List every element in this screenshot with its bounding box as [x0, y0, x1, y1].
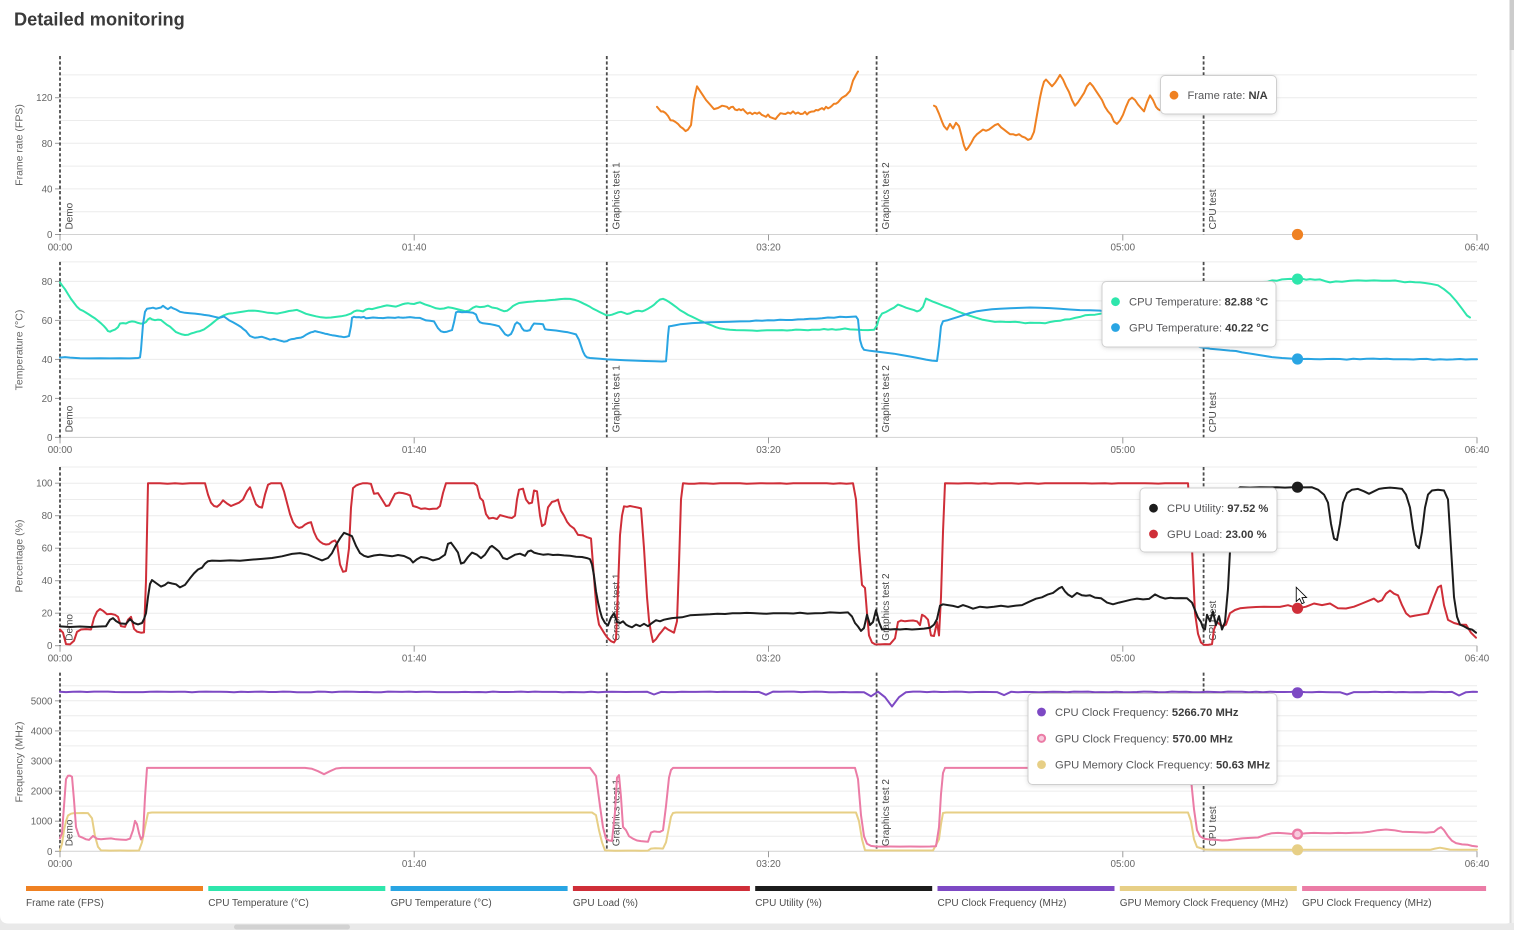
svg-text:Detailed monitoring: Detailed monitoring: [14, 10, 185, 30]
svg-text:CPU test: CPU test: [1208, 600, 1219, 640]
svg-text:CPU test: CPU test: [1208, 392, 1219, 432]
svg-text:06:40: 06:40: [1465, 242, 1490, 253]
svg-text:GPU Temperature: 40.22 °C: GPU Temperature: 40.22 °C: [1129, 323, 1269, 335]
svg-text:100: 100: [36, 479, 53, 490]
svg-text:0: 0: [47, 641, 53, 652]
svg-text:20: 20: [42, 609, 53, 620]
svg-text:GPU Temperature (°C): GPU Temperature (°C): [391, 898, 492, 909]
svg-text:01:40: 01:40: [402, 654, 427, 665]
svg-text:05:00: 05:00: [1111, 859, 1136, 870]
svg-text:120: 120: [36, 93, 53, 104]
svg-text:01:40: 01:40: [402, 445, 427, 456]
svg-text:Graphics test 2: Graphics test 2: [881, 779, 892, 847]
svg-text:00:00: 00:00: [48, 859, 73, 870]
svg-text:01:40: 01:40: [402, 242, 427, 253]
svg-text:06:40: 06:40: [1465, 859, 1490, 870]
svg-text:40: 40: [42, 355, 53, 366]
svg-text:00:00: 00:00: [48, 242, 73, 253]
svg-text:Graphics test 1: Graphics test 1: [611, 779, 622, 847]
svg-text:CPU test: CPU test: [1208, 189, 1219, 229]
svg-text:Demo: Demo: [65, 405, 76, 432]
svg-text:05:00: 05:00: [1111, 445, 1136, 456]
svg-text:CPU Clock Frequency: 5266.70 M: CPU Clock Frequency: 5266.70 MHz: [1055, 707, 1239, 719]
svg-text:60: 60: [42, 316, 53, 327]
svg-text:80: 80: [42, 277, 53, 288]
svg-text:05:00: 05:00: [1111, 242, 1136, 253]
svg-text:03:20: 03:20: [756, 859, 781, 870]
svg-text:CPU Utility (%): CPU Utility (%): [755, 898, 822, 909]
svg-text:CPU Temperature: 82.88 °C: CPU Temperature: 82.88 °C: [1129, 297, 1268, 309]
svg-text:Frame rate: N/A: Frame rate: N/A: [1188, 90, 1268, 102]
svg-text:5000: 5000: [31, 696, 53, 707]
svg-text:06:40: 06:40: [1465, 654, 1490, 665]
svg-text:40: 40: [42, 576, 53, 587]
svg-text:CPU Utility: 97.52 %: CPU Utility: 97.52 %: [1167, 503, 1268, 515]
svg-text:00:00: 00:00: [48, 445, 73, 456]
svg-text:1000: 1000: [31, 817, 53, 828]
svg-text:01:40: 01:40: [402, 859, 427, 870]
svg-text:GPU Load: 23.00 %: GPU Load: 23.00 %: [1167, 529, 1267, 541]
svg-text:Graphics test 2: Graphics test 2: [881, 573, 892, 641]
svg-text:CPU Clock Frequency (MHz): CPU Clock Frequency (MHz): [938, 898, 1067, 909]
svg-text:03:20: 03:20: [756, 242, 781, 253]
svg-text:0: 0: [47, 847, 53, 858]
svg-text:GPU Memory Clock Frequency: 50: GPU Memory Clock Frequency: 50.63 MHz: [1055, 760, 1271, 772]
svg-text:GPU Memory Clock Frequency (MH: GPU Memory Clock Frequency (MHz): [1120, 898, 1288, 909]
svg-text:60: 60: [42, 544, 53, 555]
svg-text:Frame rate (FPS): Frame rate (FPS): [26, 898, 104, 909]
svg-text:06:40: 06:40: [1465, 445, 1490, 456]
svg-text:GPU Load (%): GPU Load (%): [573, 898, 638, 909]
svg-text:Frequency (MHz): Frequency (MHz): [14, 721, 26, 802]
svg-text:3000: 3000: [31, 757, 53, 768]
svg-text:03:20: 03:20: [756, 654, 781, 665]
svg-text:2000: 2000: [31, 787, 53, 798]
svg-text:4000: 4000: [31, 726, 53, 737]
svg-text:Graphics test 2: Graphics test 2: [881, 162, 892, 230]
svg-text:GPU Clock Frequency: 570.00 MH: GPU Clock Frequency: 570.00 MHz: [1055, 733, 1233, 745]
svg-text:20: 20: [42, 394, 53, 405]
svg-text:Graphics test 2: Graphics test 2: [881, 365, 892, 433]
svg-text:40: 40: [42, 184, 53, 195]
svg-text:0: 0: [47, 230, 53, 241]
svg-text:80: 80: [42, 139, 53, 150]
svg-text:CPU test: CPU test: [1208, 806, 1219, 846]
svg-text:80: 80: [42, 511, 53, 522]
svg-text:Percentage (%): Percentage (%): [14, 520, 26, 593]
svg-text:Temperature (°C): Temperature (°C): [14, 310, 26, 391]
svg-text:CPU Temperature (°C): CPU Temperature (°C): [208, 898, 309, 909]
svg-text:Demo: Demo: [65, 202, 76, 229]
svg-text:0: 0: [47, 433, 53, 444]
svg-text:Demo: Demo: [65, 819, 76, 846]
svg-text:Frame rate (FPS): Frame rate (FPS): [14, 104, 26, 186]
svg-text:Graphics test 1: Graphics test 1: [611, 162, 622, 230]
svg-text:05:00: 05:00: [1111, 654, 1136, 665]
svg-text:00:00: 00:00: [48, 654, 73, 665]
svg-text:Graphics test 1: Graphics test 1: [611, 365, 622, 433]
svg-text:03:20: 03:20: [756, 445, 781, 456]
svg-text:GPU Clock Frequency (MHz): GPU Clock Frequency (MHz): [1302, 898, 1431, 909]
